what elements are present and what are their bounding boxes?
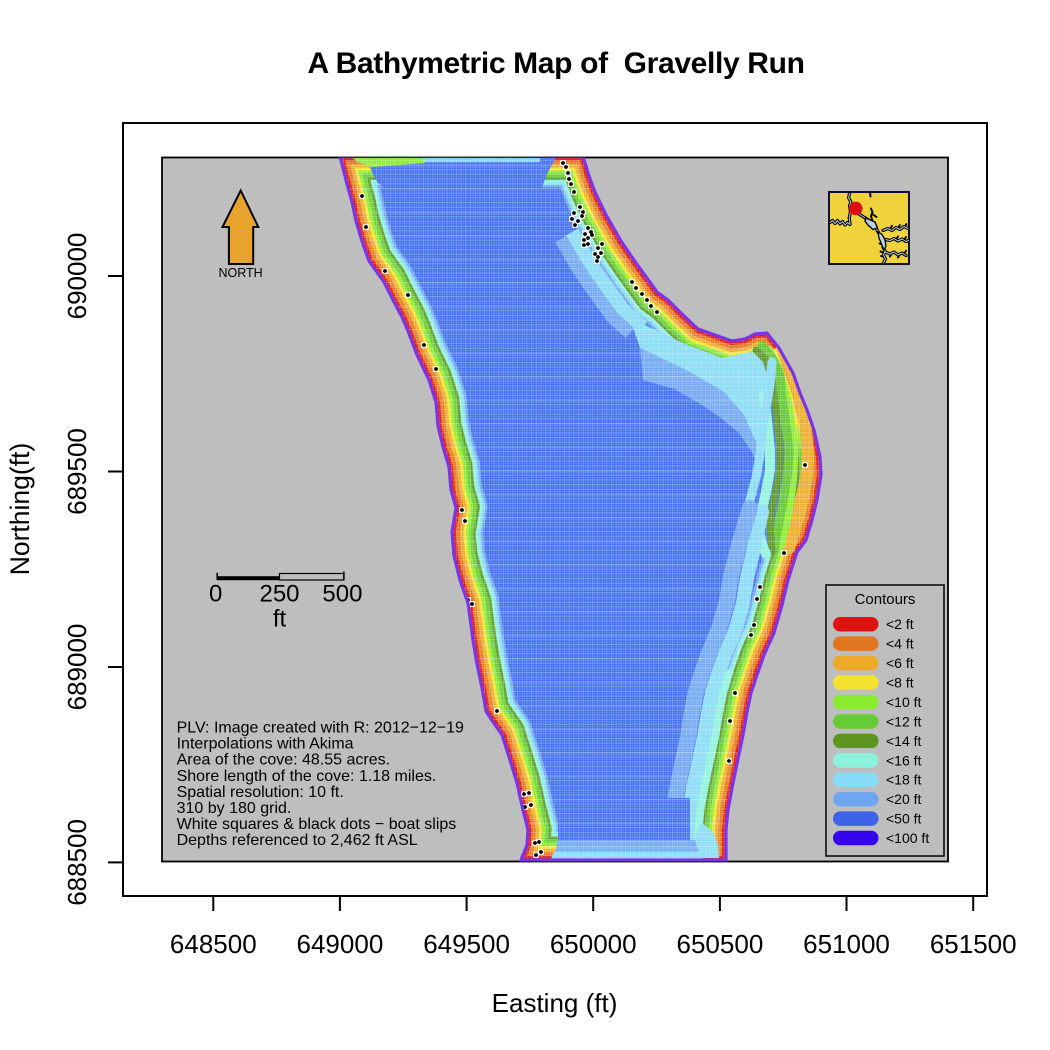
svg-text:649500: 649500 xyxy=(423,929,510,959)
svg-text:688500: 688500 xyxy=(62,819,92,906)
svg-text:250: 250 xyxy=(259,581,299,608)
svg-text:Contours: Contours xyxy=(855,591,916,608)
svg-text:500: 500 xyxy=(322,581,362,608)
svg-text:PLV: Image created with R: 201: PLV: Image created with R: 2012−12−19 xyxy=(177,720,464,737)
svg-text:Shore length of the cove: 1.18: Shore length of the cove: 1.18 miles. xyxy=(177,768,437,785)
svg-text:<12 ft: <12 ft xyxy=(886,713,922,729)
svg-text:650500: 650500 xyxy=(677,929,764,959)
svg-text:649000: 649000 xyxy=(297,929,384,959)
svg-text:<50 ft: <50 ft xyxy=(886,811,922,827)
svg-text:690000: 690000 xyxy=(62,233,92,320)
svg-text:310 by 180 grid.: 310 by 180 grid. xyxy=(177,800,292,817)
svg-text:<4 ft: <4 ft xyxy=(886,636,914,652)
svg-text:Interpolations with Akima: Interpolations with Akima xyxy=(177,736,354,753)
svg-text:<18 ft: <18 ft xyxy=(886,772,922,788)
svg-text:648500: 648500 xyxy=(170,929,257,959)
svg-text:<14 ft: <14 ft xyxy=(886,733,922,749)
svg-text:Depths referenced to 2,462 ft: Depths referenced to 2,462 ft ASL xyxy=(177,832,418,849)
svg-text:<2 ft: <2 ft xyxy=(886,616,914,632)
svg-text:651500: 651500 xyxy=(930,929,1017,959)
svg-text:A Bathymetric Map of Gravelly: A Bathymetric Map of Gravelly Run xyxy=(307,47,804,80)
svg-text:<16 ft: <16 ft xyxy=(886,752,922,768)
svg-text:Northing(ft): Northing(ft) xyxy=(5,443,35,576)
svg-text:<20 ft: <20 ft xyxy=(886,791,922,807)
svg-text:White squares & black dots − b: White squares & black dots − boat slips xyxy=(177,816,457,833)
svg-text:651000: 651000 xyxy=(803,929,890,959)
svg-text:689000: 689000 xyxy=(62,624,92,711)
svg-text:ft: ft xyxy=(273,605,287,632)
svg-text:Area of the cove: 48.55 acres.: Area of the cove: 48.55 acres. xyxy=(177,752,390,769)
svg-text:689500: 689500 xyxy=(62,428,92,515)
svg-text:<6 ft: <6 ft xyxy=(886,655,914,671)
svg-text:<8 ft: <8 ft xyxy=(886,675,914,691)
svg-text:0: 0 xyxy=(209,581,222,608)
svg-text:<100 ft: <100 ft xyxy=(886,830,929,846)
svg-text:650000: 650000 xyxy=(550,929,637,959)
svg-text:Easting (ft): Easting (ft) xyxy=(492,988,618,1018)
svg-text:NORTH: NORTH xyxy=(218,266,262,280)
svg-text:Spatial resolution: 10 ft.: Spatial resolution: 10 ft. xyxy=(177,784,344,801)
svg-text:<10 ft: <10 ft xyxy=(886,694,922,710)
